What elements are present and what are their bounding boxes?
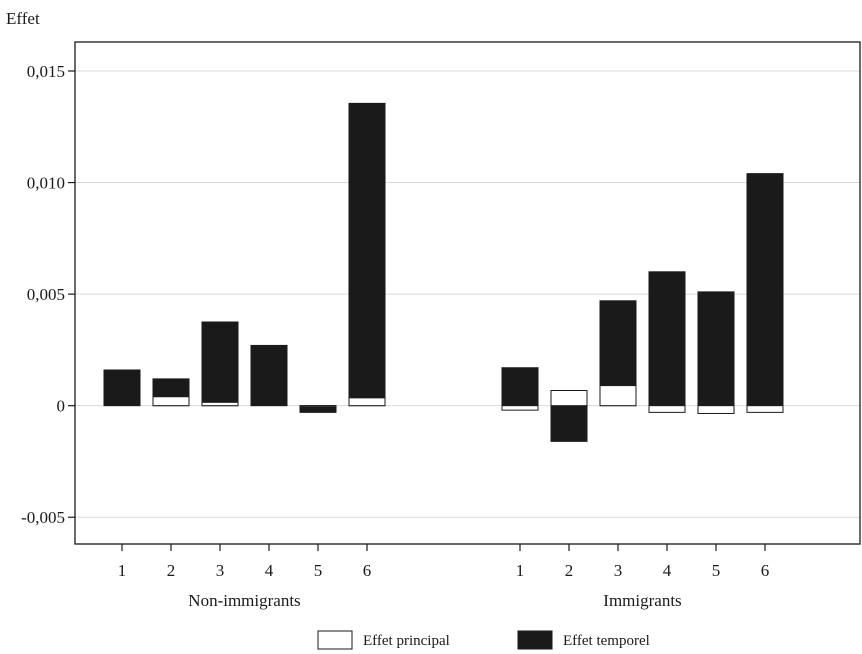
y-axis: -0,005 0 0,005 0,010 0,015 (21, 62, 75, 527)
x-tick-label: 6 (363, 561, 372, 580)
group-label: Immigrants (603, 591, 681, 610)
y-tick-label: 0,005 (27, 285, 65, 304)
bar-effet-principal (152, 396, 190, 407)
x-tick-label: 5 (712, 561, 721, 580)
x-tick-label: 1 (516, 561, 525, 580)
x-tick-label: 2 (167, 561, 176, 580)
x-tick-label: 4 (265, 561, 274, 580)
bar-effet-principal (648, 405, 686, 413)
bar-effet-temporel (746, 173, 784, 407)
bar-effet-principal (501, 405, 539, 411)
x-tick-label: 1 (118, 561, 127, 580)
x-tick-label: 5 (314, 561, 323, 580)
bar-effet-principal (599, 385, 637, 407)
bar-effet-principal (201, 401, 239, 407)
bar-effet-temporel (550, 405, 588, 442)
legend-swatch (317, 630, 353, 650)
bar-effet-temporel (648, 271, 686, 407)
plot-area (74, 41, 861, 545)
legend: Effet principal Effet temporel (317, 630, 650, 650)
bar-effet-temporel (501, 367, 539, 407)
bar-effet-temporel (103, 369, 141, 407)
bar-effet-temporel (250, 344, 288, 407)
bar-effet-temporel (697, 291, 735, 407)
x-axis: 1 2 3 4 5 6 Non-immigrants 1 2 3 4 5 6 Immigrants (118, 544, 770, 610)
x-tick-label: 6 (761, 561, 770, 580)
bar-effet-principal (746, 405, 784, 413)
legend-label: Effet temporel (563, 633, 650, 649)
bar-effet-principal (550, 389, 588, 407)
x-tick-label: 2 (565, 561, 574, 580)
bar-effet-temporel (201, 321, 239, 407)
y-tick-label: 0 (57, 397, 66, 416)
gridlines (75, 70, 860, 518)
y-tick-label: -0,005 (21, 508, 65, 527)
x-tick-label: 3 (216, 561, 225, 580)
y-tick-label: 0,010 (27, 174, 65, 193)
bar-effet-principal (299, 405, 337, 408)
y-tick-label: 0,015 (27, 62, 65, 81)
bar-effet-principal (697, 405, 735, 414)
y-axis-label: Effet (6, 9, 40, 28)
x-tick-label: 4 (663, 561, 672, 580)
x-tick-label: 3 (614, 561, 623, 580)
legend-label: Effet principal (363, 633, 450, 649)
bar-effet-temporel (348, 102, 386, 407)
group-label: Non-immigrants (188, 591, 300, 610)
bar-effet-principal (348, 397, 386, 407)
legend-swatch (517, 630, 553, 650)
bars (103, 102, 784, 442)
